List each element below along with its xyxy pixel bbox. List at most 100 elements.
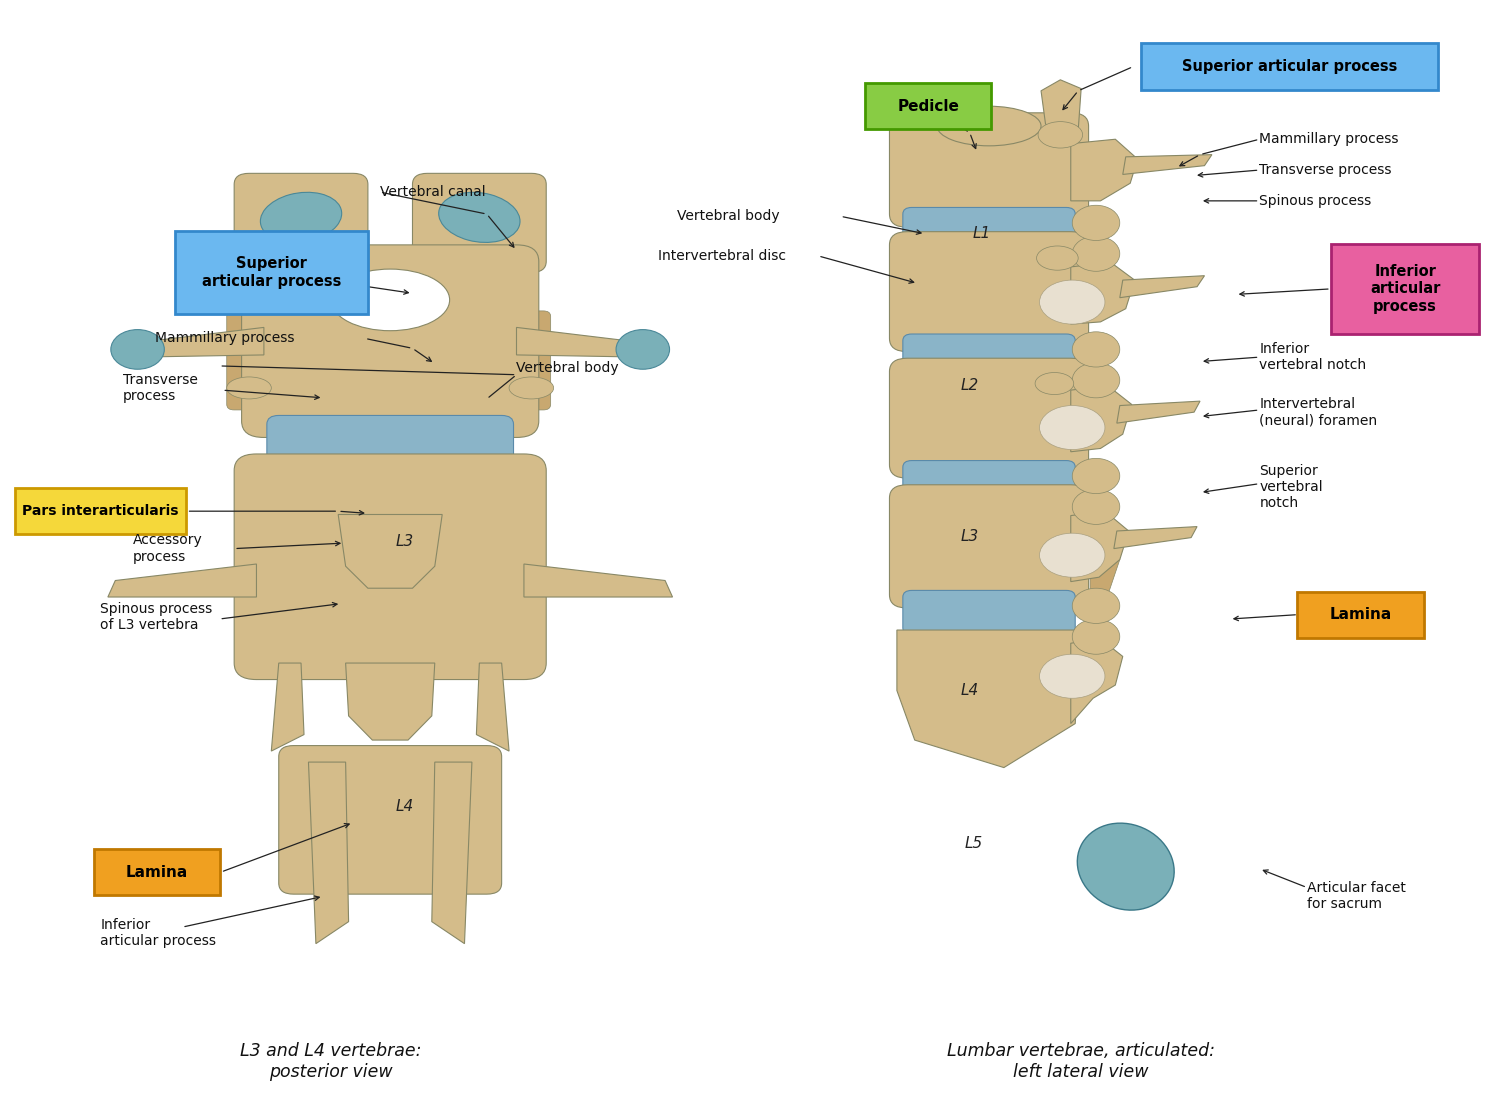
Polygon shape [138,327,264,357]
Ellipse shape [1040,655,1106,698]
Polygon shape [897,630,1082,768]
FancyBboxPatch shape [1330,243,1479,334]
Ellipse shape [1040,406,1106,449]
Ellipse shape [226,377,272,399]
Ellipse shape [1072,332,1120,367]
Polygon shape [1041,80,1082,131]
Polygon shape [1090,511,1120,595]
Text: Mammillary process: Mammillary process [1260,133,1400,146]
Text: Lamina: Lamina [126,865,188,879]
Text: Lumbar vertebrae, articulated:
left lateral view: Lumbar vertebrae, articulated: left late… [946,1042,1215,1081]
FancyBboxPatch shape [890,484,1089,608]
Text: Transverse process: Transverse process [1260,163,1392,177]
FancyBboxPatch shape [903,334,1076,378]
Text: Vertebral canal: Vertebral canal [380,185,486,199]
FancyBboxPatch shape [1140,43,1438,90]
Text: L4: L4 [396,799,414,814]
Text: L5: L5 [964,836,984,851]
Polygon shape [1071,262,1134,324]
Polygon shape [516,327,644,357]
Ellipse shape [616,330,669,369]
Text: Accessory
process: Accessory process [134,533,202,564]
Text: Inferior
articular process: Inferior articular process [100,918,216,948]
Text: Transverse
process: Transverse process [123,373,198,403]
FancyBboxPatch shape [890,358,1089,478]
Ellipse shape [1038,122,1083,148]
Text: Intervertebral disc: Intervertebral disc [657,249,786,263]
Polygon shape [309,762,348,943]
FancyBboxPatch shape [267,416,513,479]
FancyBboxPatch shape [890,113,1089,227]
FancyBboxPatch shape [413,174,546,272]
Ellipse shape [332,269,450,331]
Polygon shape [1071,139,1137,201]
Text: Vertebral body: Vertebral body [516,362,620,375]
Polygon shape [1071,511,1128,582]
Polygon shape [477,662,508,751]
Text: Spinous process
of L3 vertebra: Spinous process of L3 vertebra [100,602,213,632]
Ellipse shape [1072,236,1120,271]
Ellipse shape [1072,206,1120,240]
Polygon shape [1118,401,1200,424]
Text: L3: L3 [396,534,414,550]
Polygon shape [1071,639,1124,723]
Ellipse shape [438,192,520,242]
Ellipse shape [261,192,342,242]
Text: Pedicle: Pedicle [897,98,958,114]
FancyBboxPatch shape [903,591,1076,635]
FancyBboxPatch shape [903,208,1076,251]
Ellipse shape [1072,588,1120,624]
FancyBboxPatch shape [1298,592,1424,638]
Ellipse shape [1072,489,1120,524]
Polygon shape [1120,275,1204,298]
Ellipse shape [1040,533,1106,577]
Polygon shape [420,261,480,338]
FancyBboxPatch shape [890,231,1089,352]
Ellipse shape [509,377,554,399]
Polygon shape [294,261,352,338]
Text: Mammillary process: Mammillary process [156,332,296,345]
Ellipse shape [1035,373,1074,395]
Text: Inferior
articular
process: Inferior articular process [1370,264,1440,314]
Text: Intervertebral
(neural) foramen: Intervertebral (neural) foramen [1260,397,1377,427]
Text: Superior
vertebral
notch: Superior vertebral notch [1260,463,1323,510]
FancyBboxPatch shape [15,488,186,534]
Polygon shape [524,564,672,597]
Text: L2: L2 [960,378,980,394]
FancyBboxPatch shape [234,453,546,679]
FancyBboxPatch shape [174,231,368,314]
Ellipse shape [1040,280,1106,324]
Text: Lamina: Lamina [1329,607,1392,622]
Ellipse shape [1072,619,1120,655]
Ellipse shape [1072,363,1120,398]
Text: Vertebral body: Vertebral body [676,209,780,223]
Text: L3: L3 [960,529,980,544]
Polygon shape [413,421,465,470]
Ellipse shape [938,106,1041,146]
FancyBboxPatch shape [226,311,279,410]
Text: L3 and L4 vertebrae:
posterior view: L3 and L4 vertebrae: posterior view [240,1042,422,1081]
Ellipse shape [111,330,165,369]
Text: Superior articular process: Superior articular process [1182,59,1396,74]
Polygon shape [108,564,256,597]
Text: L1: L1 [972,227,990,241]
FancyBboxPatch shape [903,460,1076,504]
Polygon shape [1071,386,1131,451]
Polygon shape [345,662,435,740]
Ellipse shape [1036,246,1078,270]
Polygon shape [272,662,304,751]
Text: Inferior
vertebral notch: Inferior vertebral notch [1260,342,1366,373]
Text: L4: L4 [960,684,980,698]
FancyBboxPatch shape [498,311,550,410]
Ellipse shape [1072,458,1120,493]
Ellipse shape [1077,823,1174,910]
FancyBboxPatch shape [234,174,368,272]
Polygon shape [903,126,1076,212]
Polygon shape [1114,526,1197,549]
Text: Spinous process: Spinous process [1260,194,1371,208]
Polygon shape [1124,155,1212,175]
Polygon shape [338,514,442,588]
Polygon shape [294,421,345,470]
Polygon shape [294,630,488,665]
FancyBboxPatch shape [93,849,220,895]
